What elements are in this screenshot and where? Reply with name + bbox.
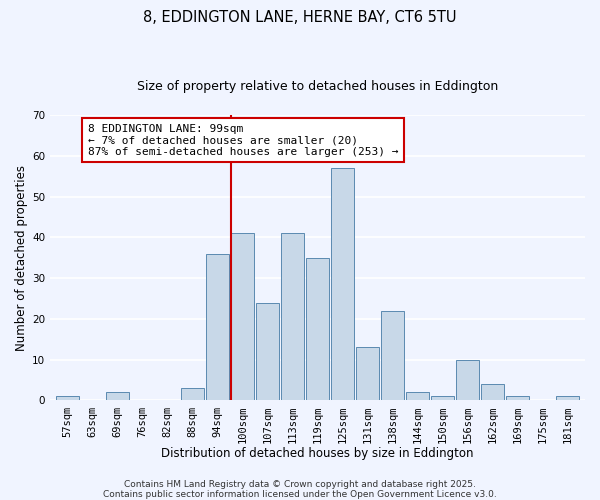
Bar xyxy=(232,234,254,400)
Bar xyxy=(456,360,479,401)
Text: Contains HM Land Registry data © Crown copyright and database right 2025.: Contains HM Land Registry data © Crown c… xyxy=(124,480,476,489)
X-axis label: Distribution of detached houses by size in Eddington: Distribution of detached houses by size … xyxy=(161,447,474,460)
Text: 8, EDDINGTON LANE, HERNE BAY, CT6 5TU: 8, EDDINGTON LANE, HERNE BAY, CT6 5TU xyxy=(143,10,457,25)
Bar xyxy=(281,234,304,400)
Text: 8 EDDINGTON LANE: 99sqm
← 7% of detached houses are smaller (20)
87% of semi-det: 8 EDDINGTON LANE: 99sqm ← 7% of detached… xyxy=(88,124,398,157)
Bar xyxy=(481,384,504,400)
Bar xyxy=(356,348,379,401)
Y-axis label: Number of detached properties: Number of detached properties xyxy=(15,164,28,350)
Bar xyxy=(506,396,529,400)
Text: Contains public sector information licensed under the Open Government Licence v3: Contains public sector information licen… xyxy=(103,490,497,499)
Bar xyxy=(307,258,329,400)
Bar xyxy=(106,392,129,400)
Bar xyxy=(406,392,429,400)
Bar xyxy=(331,168,354,400)
Bar xyxy=(206,254,229,400)
Bar xyxy=(256,302,279,400)
Title: Size of property relative to detached houses in Eddington: Size of property relative to detached ho… xyxy=(137,80,498,93)
Bar xyxy=(431,396,454,400)
Bar xyxy=(181,388,204,400)
Bar xyxy=(556,396,579,400)
Bar xyxy=(56,396,79,400)
Bar xyxy=(382,311,404,400)
